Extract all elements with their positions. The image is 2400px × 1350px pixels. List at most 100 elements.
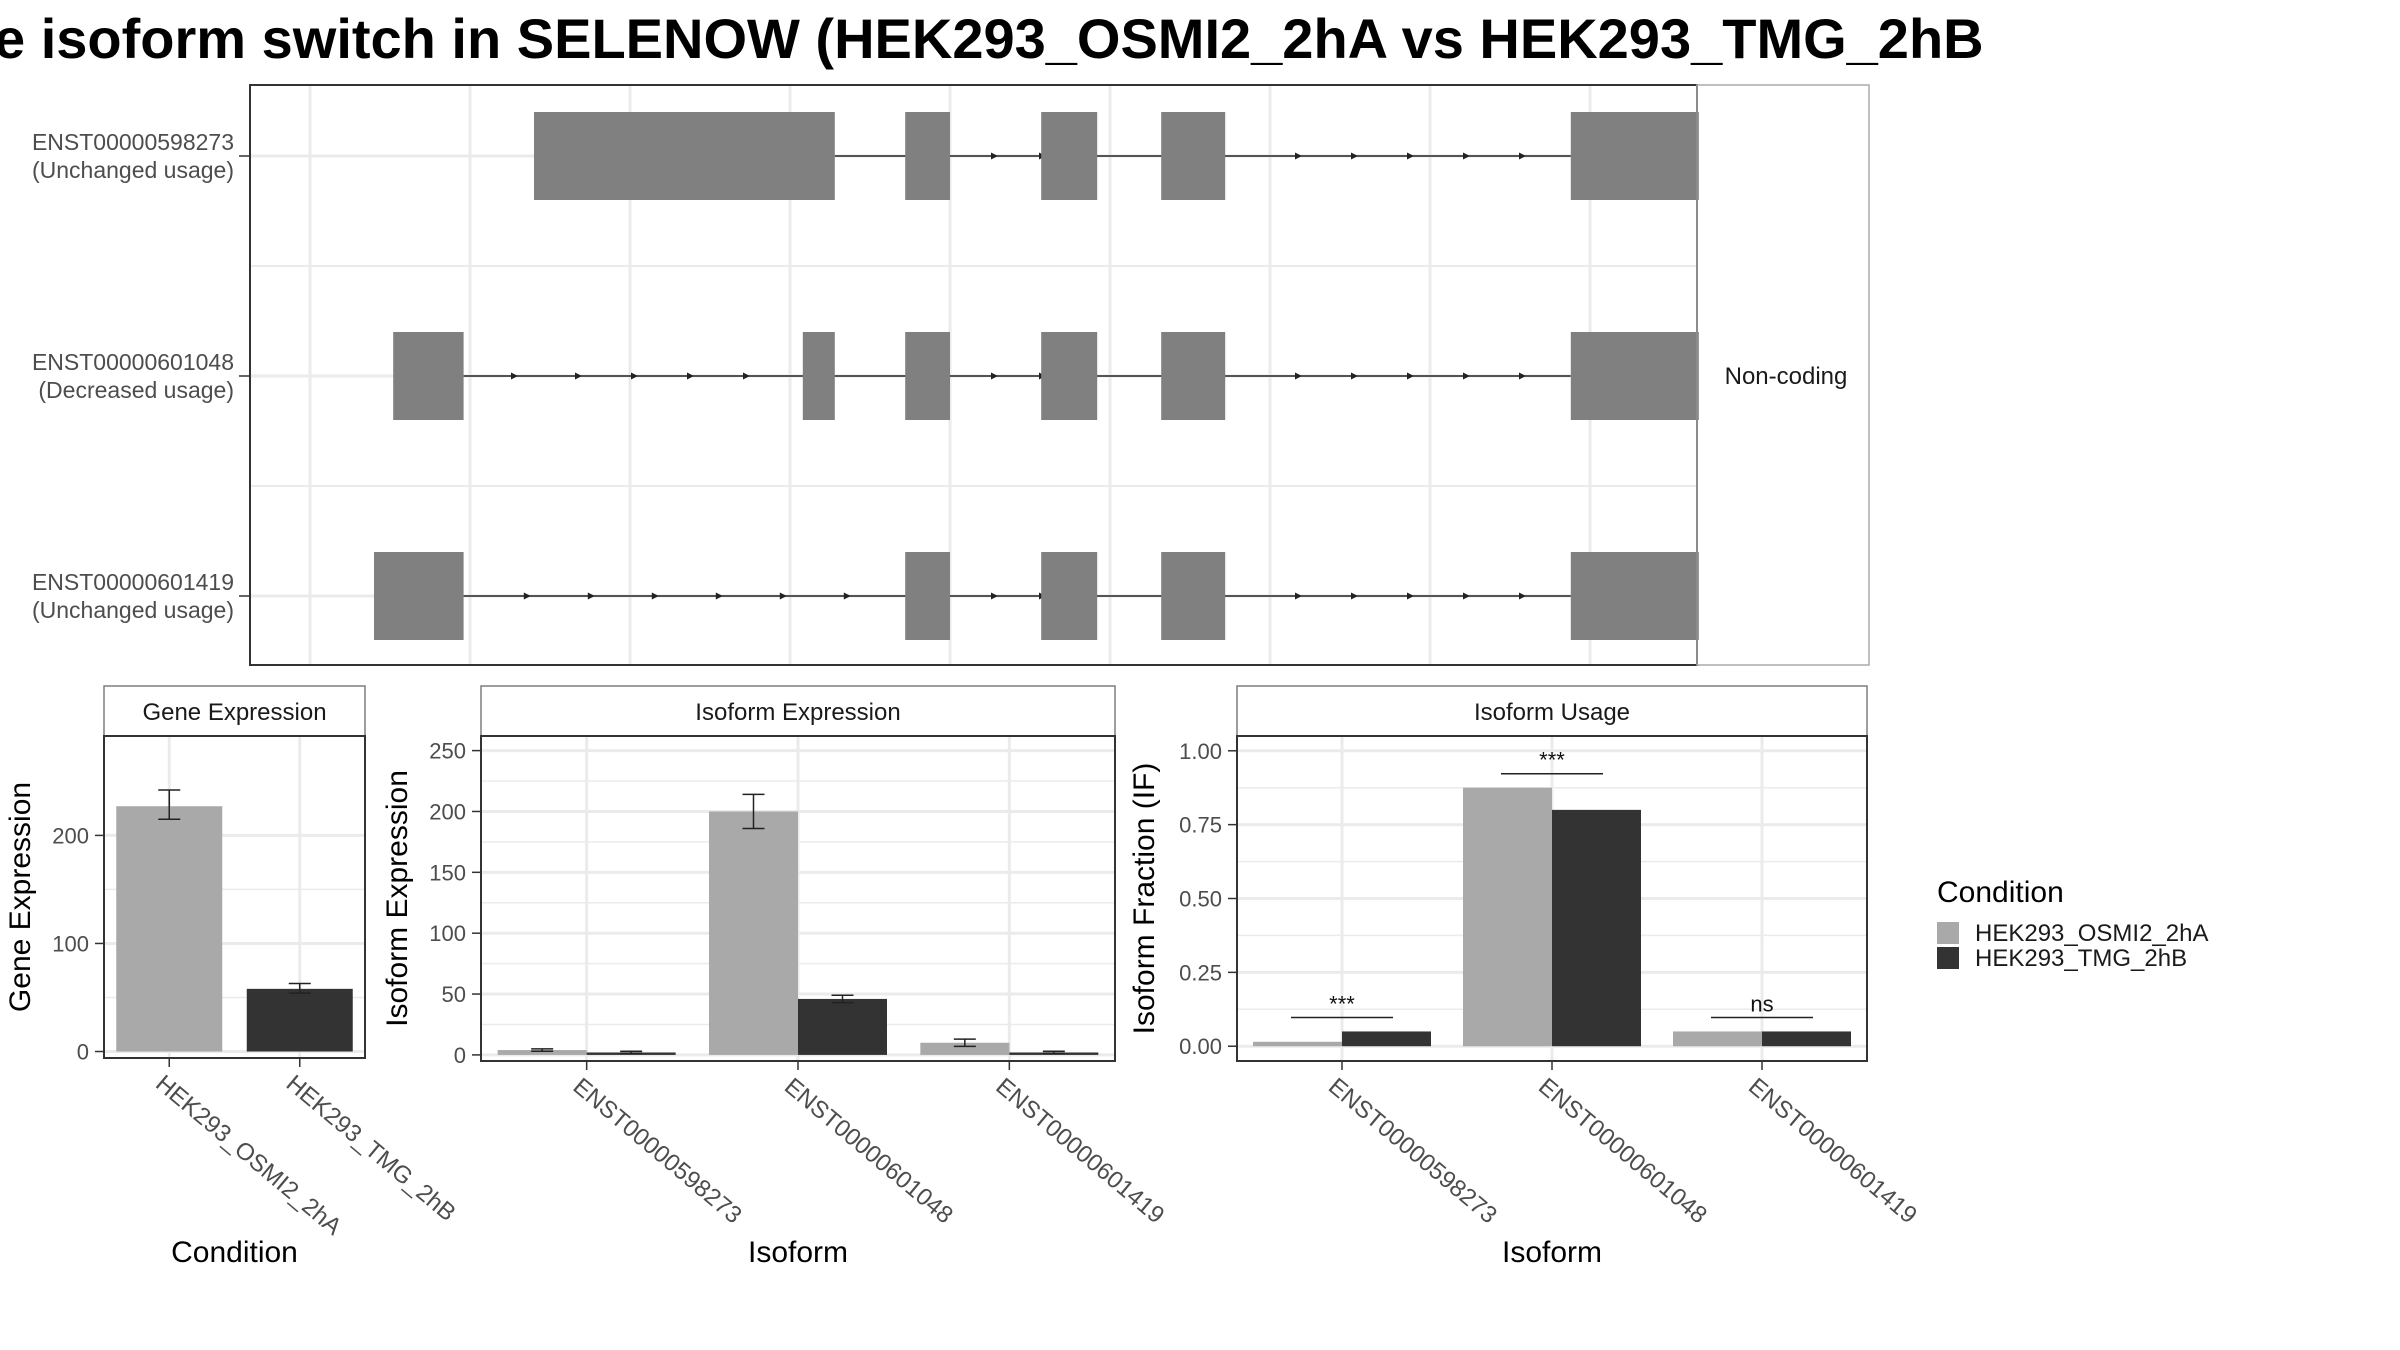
intron-arrow bbox=[1351, 152, 1358, 160]
y-tick-label: 1.00 bbox=[1179, 739, 1222, 764]
x-tick-label: ENST00000601048 bbox=[1533, 1073, 1712, 1229]
intron-arrow bbox=[843, 592, 851, 600]
intron-arrow bbox=[1351, 372, 1358, 380]
strip-title: Isoform Usage bbox=[1474, 699, 1630, 726]
transcript-usage-label: (Unchanged usage) bbox=[32, 597, 234, 623]
bar-condition-a bbox=[497, 1050, 587, 1055]
bar-condition-b bbox=[246, 988, 353, 1052]
figure-title: e isoform switch in SELENOW (HEK293_OSMI… bbox=[0, 7, 1984, 70]
bar-condition-b bbox=[1762, 1031, 1851, 1047]
x-axis-title: Isoform bbox=[748, 1236, 848, 1269]
exon-block bbox=[1570, 332, 1699, 420]
bar-condition-b bbox=[1552, 809, 1641, 1047]
y-tick-label: 150 bbox=[429, 860, 466, 885]
y-tick-label: 200 bbox=[52, 823, 89, 848]
intron-arrow bbox=[1407, 592, 1414, 600]
transcript-id-label: ENST00000601048 bbox=[32, 349, 234, 375]
intron-arrow bbox=[743, 372, 750, 380]
legend-item-label: HEK293_TMG_2hB bbox=[1975, 945, 2187, 972]
bar-condition-a bbox=[1253, 1041, 1342, 1047]
intron-arrow bbox=[1519, 152, 1526, 160]
bar-condition-a bbox=[1673, 1031, 1762, 1047]
y-tick-label: 0.50 bbox=[1179, 887, 1222, 912]
intron-arrow bbox=[1351, 592, 1358, 600]
intron-arrow bbox=[1463, 152, 1470, 160]
transcript-id-label: ENST00000601419 bbox=[32, 569, 234, 595]
significance-label: *** bbox=[1329, 991, 1355, 1016]
exon-block bbox=[905, 332, 950, 420]
intron-arrow bbox=[651, 592, 659, 600]
x-axis-title: Condition bbox=[171, 1236, 298, 1269]
intron-arrow bbox=[1295, 372, 1302, 380]
intron-arrow bbox=[991, 592, 998, 600]
exon-block bbox=[374, 552, 464, 640]
x-tick-label: ENST00000598273 bbox=[568, 1073, 747, 1229]
exon-block bbox=[534, 112, 835, 200]
intron-arrow bbox=[1519, 372, 1526, 380]
intron-arrow bbox=[511, 372, 518, 380]
transcript-structure-panel: ENST00000598273(Unchanged usage)ENST0000… bbox=[32, 84, 1870, 666]
intron-arrow bbox=[1407, 152, 1414, 160]
intron-arrow bbox=[1519, 592, 1526, 600]
intron-arrow bbox=[715, 592, 723, 600]
y-tick-label: 100 bbox=[52, 931, 89, 956]
intron-arrow bbox=[1463, 372, 1470, 380]
y-tick-label: 100 bbox=[429, 921, 466, 946]
intron-arrow bbox=[631, 372, 638, 380]
exon-block bbox=[1161, 332, 1226, 420]
x-tick-label: ENST00000601419 bbox=[1743, 1073, 1922, 1229]
intron-arrow bbox=[587, 592, 595, 600]
panel-frame bbox=[103, 735, 366, 1059]
y-tick-label: 0.00 bbox=[1179, 1034, 1222, 1059]
bar-condition-a bbox=[116, 806, 223, 1052]
intron-arrow bbox=[523, 592, 531, 600]
intron-arrow bbox=[687, 372, 694, 380]
exon-block bbox=[1041, 332, 1098, 420]
legend-item-label: HEK293_OSMI2_2hA bbox=[1975, 920, 2208, 947]
bar-condition-a bbox=[709, 811, 798, 1055]
intron-arrow bbox=[1463, 592, 1470, 600]
y-tick-label: 200 bbox=[429, 799, 466, 824]
transcript-usage-label: (Decreased usage) bbox=[38, 377, 234, 403]
legend-title: Condition bbox=[1937, 876, 2064, 909]
y-axis-title: Isoform Expression bbox=[381, 770, 414, 1027]
bar-condition-a bbox=[920, 1042, 1010, 1055]
y-tick-label: 0 bbox=[454, 1043, 466, 1068]
intron-arrow bbox=[1407, 372, 1414, 380]
y-tick-label: 0.25 bbox=[1179, 960, 1222, 985]
strip-title: Isoform Expression bbox=[695, 699, 900, 726]
facet-strip bbox=[1696, 84, 1870, 666]
y-tick-label: 0.75 bbox=[1179, 813, 1222, 838]
significance-label: ns bbox=[1750, 991, 1773, 1016]
y-axis-title: Isoform Fraction (IF) bbox=[1128, 763, 1161, 1035]
exon-block bbox=[802, 332, 835, 420]
exon-block bbox=[1041, 552, 1098, 640]
intron-arrow bbox=[991, 152, 998, 160]
x-axis-title: Isoform bbox=[1502, 1236, 1602, 1269]
transcript-id-label: ENST00000598273 bbox=[32, 129, 234, 155]
significance-label: *** bbox=[1539, 748, 1565, 773]
bar-condition-a bbox=[1463, 787, 1552, 1047]
intron-arrow bbox=[991, 372, 998, 380]
strip-title: Gene Expression bbox=[142, 699, 326, 726]
exon-block bbox=[1161, 112, 1226, 200]
strip-header bbox=[480, 685, 1116, 737]
y-tick-label: 250 bbox=[429, 739, 466, 764]
legend-swatch bbox=[1937, 947, 1959, 969]
facet-strip-label: Non-coding bbox=[1725, 363, 1848, 390]
bar-condition-b bbox=[1342, 1031, 1431, 1047]
isoform-expression-panel: Isoform Expression 0 50 100 150 200 250 ENST000… bbox=[381, 685, 1169, 1269]
transcript-usage-label: (Unchanged usage) bbox=[32, 157, 234, 183]
x-tick-label: ENST00000601419 bbox=[990, 1073, 1169, 1229]
y-axis-title: Gene Expression bbox=[4, 782, 37, 1012]
exon-block bbox=[905, 112, 950, 200]
exon-block bbox=[1041, 112, 1098, 200]
exon-block bbox=[1570, 112, 1699, 200]
intron-arrow bbox=[779, 592, 787, 600]
y-tick-label: 50 bbox=[442, 982, 466, 1007]
exon-block bbox=[1570, 552, 1699, 640]
exon-block bbox=[393, 332, 464, 420]
exon-block bbox=[1161, 552, 1226, 640]
